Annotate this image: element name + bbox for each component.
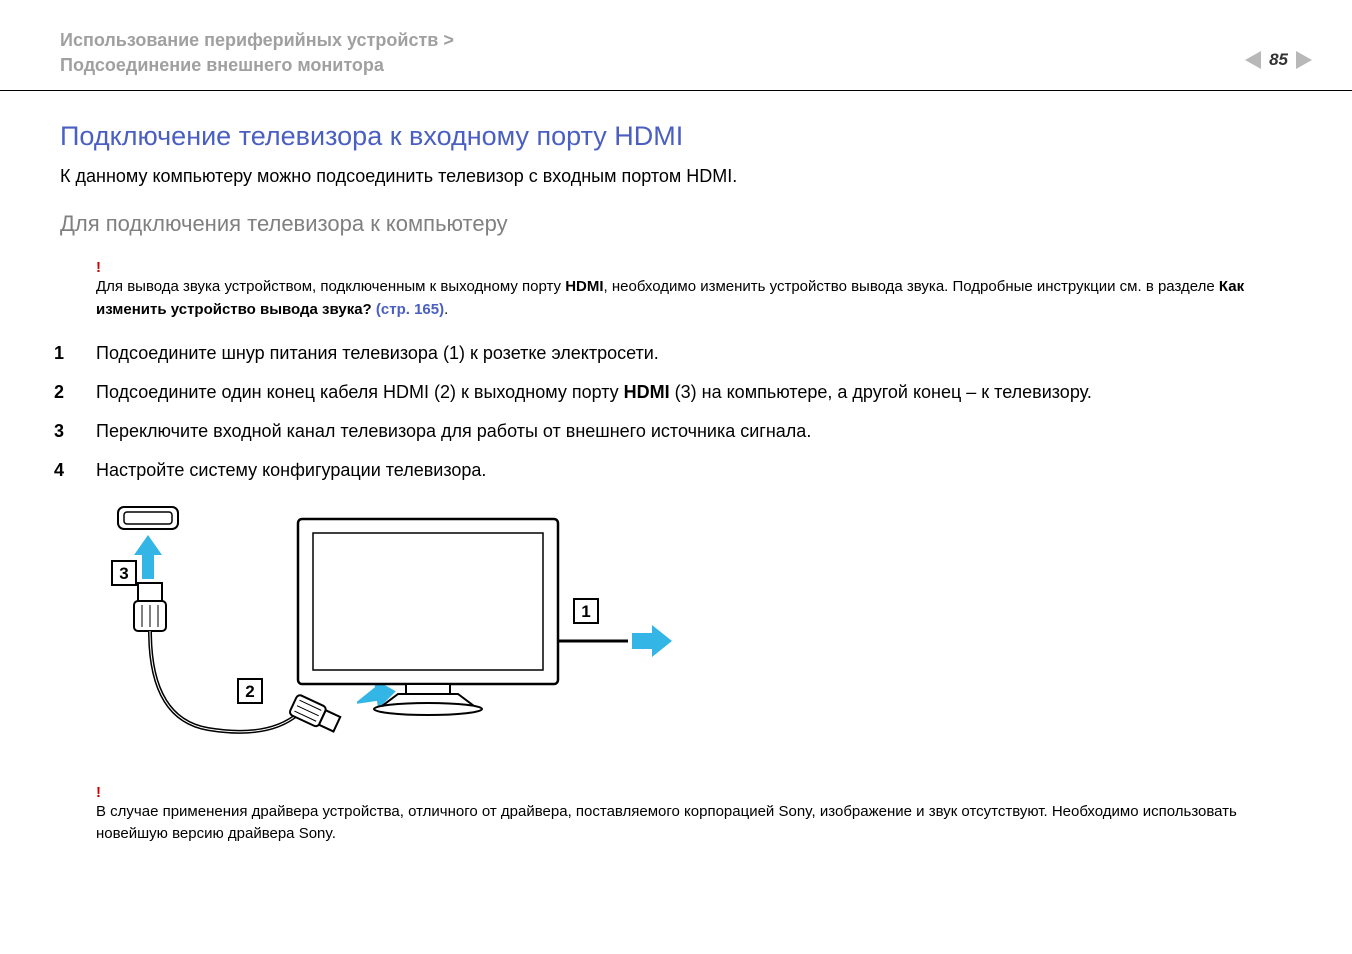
hdmi-cable <box>150 631 298 732</box>
step-item: Настройте систему конфигурации телевизор… <box>54 456 1292 485</box>
warning-bottom: ! В случае применения драйвера устройств… <box>96 784 1292 846</box>
next-page-arrow-icon[interactable] <box>1296 51 1312 69</box>
step-item: Подсоедините шнур питания телевизора (1)… <box>54 339 1292 368</box>
hdmi-port-icon <box>118 507 178 529</box>
page-cross-ref-link[interactable]: (стр. 165) <box>376 301 444 318</box>
step-item: Переключите входной канал телевизора для… <box>54 417 1292 446</box>
warning-mark-icon: ! <box>96 784 1292 801</box>
breadcrumb: Использование периферийных устройств > П… <box>60 28 1292 78</box>
callout-3: 3 <box>112 561 136 585</box>
breadcrumb-line2: Подсоединение внешнего монитора <box>60 55 384 75</box>
tv-icon <box>298 519 558 715</box>
callout-1: 1 <box>574 599 598 623</box>
warning-top: ! Для вывода звука устройством, подключе… <box>96 259 1292 321</box>
section-title: Подключение телевизора к входному порту … <box>60 121 1292 152</box>
subheading: Для подключения телевизора к компьютеру <box>60 211 1292 237</box>
warning-text: Для вывода звука устройством, подключенн… <box>96 278 1244 318</box>
warning-mark-icon: ! <box>96 259 1292 276</box>
hdmi-plug-icon <box>289 694 342 734</box>
warning-text: В случае применения драйвера устройства,… <box>96 803 1237 843</box>
arrow-right-icon <box>632 625 672 657</box>
arrow-up-icon <box>134 535 162 579</box>
prev-page-arrow-icon[interactable] <box>1245 51 1261 69</box>
intro-text: К данному компьютеру можно подсоединить … <box>60 166 1292 187</box>
svg-text:2: 2 <box>245 682 254 701</box>
page-number: 85 <box>1269 50 1288 70</box>
connection-diagram: 3 2 <box>98 499 1292 764</box>
page-navigation: 85 <box>1245 50 1312 70</box>
breadcrumb-line1: Использование периферийных устройств > <box>60 30 454 50</box>
step-item: Подсоедините один конец кабеля HDMI (2) … <box>54 378 1292 407</box>
hdmi-plug-icon <box>134 583 166 631</box>
callout-2: 2 <box>238 679 262 703</box>
svg-text:3: 3 <box>119 564 128 583</box>
svg-text:1: 1 <box>581 602 590 621</box>
steps-list: Подсоедините шнур питания телевизора (1)… <box>54 339 1292 484</box>
